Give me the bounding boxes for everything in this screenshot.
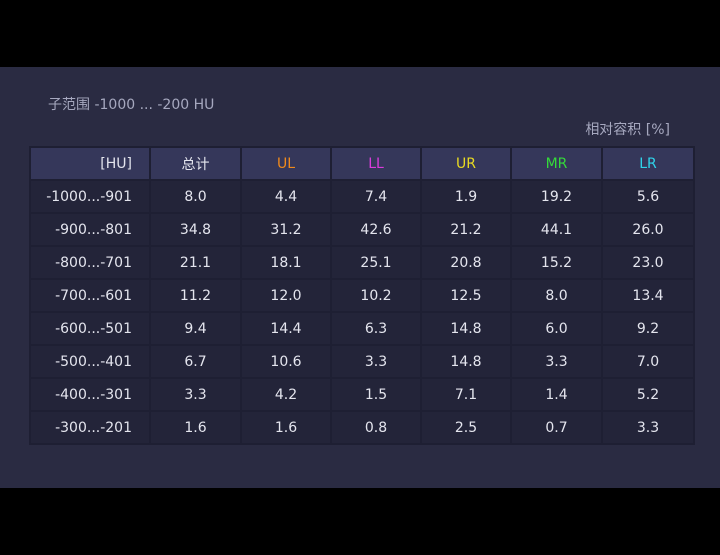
cell-range: -900...-801 [29,212,151,247]
cell-mr: 44.1 [510,212,603,247]
cell-lr: 7.0 [601,344,695,379]
cell-ur: 14.8 [420,311,512,346]
cell-ll: 25.1 [330,245,422,280]
cell-total: 1.6 [149,410,242,445]
cell-range: -300...-201 [29,410,151,445]
cell-ur: 20.8 [420,245,512,280]
table-row: -500...-401 6.7 10.6 3.3 14.8 3.3 7.0 [29,344,695,379]
cell-lr: 26.0 [601,212,695,247]
cell-ur: 1.9 [420,179,512,214]
cell-ul: 4.4 [240,179,332,214]
table-row: -700...-601 11.2 12.0 10.2 12.5 8.0 13.4 [29,278,695,313]
cell-mr: 3.3 [510,344,603,379]
cell-ll: 6.3 [330,311,422,346]
cell-lr: 3.3 [601,410,695,445]
column-header-mr: MR [510,146,603,181]
table-row: -800...-701 21.1 18.1 25.1 20.8 15.2 23.0 [29,245,695,280]
cell-lr: 9.2 [601,311,695,346]
cell-mr: 1.4 [510,377,603,412]
cell-ll: 10.2 [330,278,422,313]
table-row: -300...-201 1.6 1.6 0.8 2.5 0.7 3.3 [29,410,695,445]
cell-ul: 1.6 [240,410,332,445]
cell-ul: 31.2 [240,212,332,247]
cell-ll: 42.6 [330,212,422,247]
cell-ul: 18.1 [240,245,332,280]
cell-ul: 12.0 [240,278,332,313]
cell-total: 8.0 [149,179,242,214]
cell-total: 21.1 [149,245,242,280]
cell-ur: 12.5 [420,278,512,313]
cell-ul: 4.2 [240,377,332,412]
cell-range: -500...-401 [29,344,151,379]
cell-total: 34.8 [149,212,242,247]
unit-caption: 相对容积 [%] [585,122,670,138]
table-row: -600...-501 9.4 14.4 6.3 14.8 6.0 9.2 [29,311,695,346]
cell-range: -600...-501 [29,311,151,346]
cell-lr: 5.6 [601,179,695,214]
column-header-lr: LR [601,146,695,181]
cell-ll: 3.3 [330,344,422,379]
cell-mr: 0.7 [510,410,603,445]
table-body: -1000...-901 8.0 4.4 7.4 1.9 19.2 5.6 -900...-8… [29,179,695,445]
cell-range: -400...-301 [29,377,151,412]
cell-total: 3.3 [149,377,242,412]
results-panel: 子范围 -1000 ... -200 HU 相对容积 [%] [HU] 总计 U… [0,67,720,488]
cell-ll: 1.5 [330,377,422,412]
cell-range: -700...-601 [29,278,151,313]
cell-range: -800...-701 [29,245,151,280]
column-header-ur: UR [420,146,512,181]
volume-distribution-table: [HU] 总计 UL LL UR MR LR -1000...-901 8.0 4.… [29,146,695,445]
cell-mr: 6.0 [510,311,603,346]
cell-ul: 10.6 [240,344,332,379]
cell-lr: 23.0 [601,245,695,280]
cell-ll: 0.8 [330,410,422,445]
cell-ul: 14.4 [240,311,332,346]
cell-total: 6.7 [149,344,242,379]
cell-lr: 5.2 [601,377,695,412]
table-row: -1000...-901 8.0 4.4 7.4 1.9 19.2 5.6 [29,179,695,214]
cell-ur: 21.2 [420,212,512,247]
cell-ll: 7.4 [330,179,422,214]
header-row: [HU] 总计 UL LL UR MR LR [29,146,695,181]
cell-lr: 13.4 [601,278,695,313]
cell-ur: 14.8 [420,344,512,379]
cell-mr: 8.0 [510,278,603,313]
column-header-ul: UL [240,146,332,181]
cell-ur: 2.5 [420,410,512,445]
cell-total: 11.2 [149,278,242,313]
table-row: -900...-801 34.8 31.2 42.6 21.2 44.1 26.0 [29,212,695,247]
subrange-label: 子范围 -1000 ... -200 HU [48,97,215,113]
cell-range: -1000...-901 [29,179,151,214]
column-header-range: [HU] [29,146,151,181]
cell-mr: 15.2 [510,245,603,280]
cell-ur: 7.1 [420,377,512,412]
column-header-ll: LL [330,146,422,181]
table-row: -400...-301 3.3 4.2 1.5 7.1 1.4 5.2 [29,377,695,412]
cell-total: 9.4 [149,311,242,346]
column-header-total: 总计 [149,146,242,181]
cell-mr: 19.2 [510,179,603,214]
